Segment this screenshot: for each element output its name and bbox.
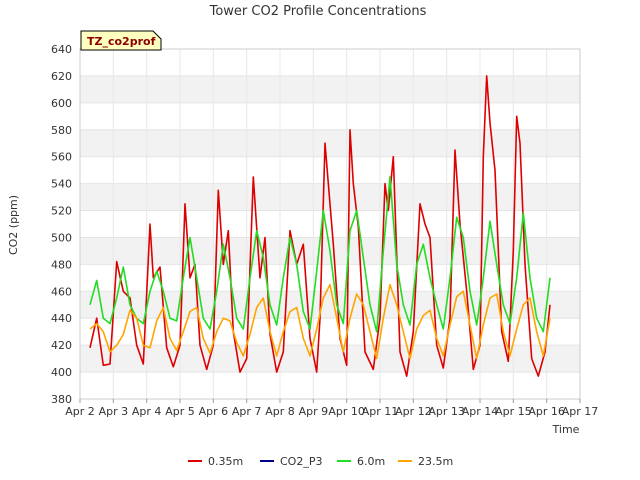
series-line-0.35m bbox=[89, 75, 551, 377]
x-tick-label: Apr 7 bbox=[232, 405, 262, 418]
x-tick-label: Apr 15 bbox=[495, 405, 532, 418]
y-tick-label: 480 bbox=[51, 258, 72, 271]
x-tick-label: Apr 11 bbox=[362, 405, 399, 418]
y-tick-label: 500 bbox=[51, 231, 72, 244]
y-tick-label: 600 bbox=[51, 97, 72, 110]
legend-label: 0.35m bbox=[208, 455, 243, 468]
y-tick-label: 440 bbox=[51, 312, 72, 325]
y-tick-label: 520 bbox=[51, 205, 72, 218]
chart-title: Tower CO2 Profile Concentrations bbox=[209, 4, 427, 19]
x-tick-label: Apr 9 bbox=[299, 405, 329, 418]
x-tick-label: Apr 3 bbox=[99, 405, 129, 418]
badge-label: TZ_co2prof bbox=[87, 35, 156, 48]
grid-band bbox=[80, 345, 580, 373]
y-tick-label: 640 bbox=[51, 43, 72, 56]
x-tick-label: Apr 8 bbox=[265, 405, 295, 418]
legend-item-CO2_P3: CO2_P3 bbox=[260, 455, 322, 468]
x-tick-label: Apr 10 bbox=[328, 405, 365, 418]
x-tick-label: Apr 4 bbox=[132, 405, 162, 418]
x-tick-label: Apr 16 bbox=[528, 405, 565, 418]
axes-layer: 380 400 420 440 460 480 500 520 540 560 580 600 620 6… bbox=[51, 43, 598, 418]
legend-label: CO2_P3 bbox=[280, 455, 322, 468]
x-axis-label: Time bbox=[552, 423, 580, 436]
legend-item-6.0m: 6.0m bbox=[337, 455, 385, 468]
x-tick-label: Apr 2 bbox=[65, 405, 95, 418]
series-line-23.5m bbox=[89, 283, 551, 360]
x-tick-label: Apr 13 bbox=[428, 405, 465, 418]
y-tick-label: 460 bbox=[51, 285, 72, 298]
series-line-6.0m bbox=[89, 176, 551, 333]
legend-item-23.5m: 23.5m bbox=[398, 455, 453, 468]
badge-box bbox=[80, 30, 162, 51]
y-tick-label: 420 bbox=[51, 339, 72, 352]
series-layer bbox=[89, 75, 551, 377]
y-tick-label: 580 bbox=[51, 124, 72, 137]
y-axis-label: CO2 (ppm) bbox=[7, 195, 20, 255]
legend-label: 23.5m bbox=[418, 455, 453, 468]
x-tick-label: Apr 14 bbox=[462, 405, 499, 418]
x-tick-label: Apr 5 bbox=[165, 405, 195, 418]
y-tick-label: 620 bbox=[51, 70, 72, 83]
x-tick-label: Apr 6 bbox=[199, 405, 229, 418]
y-tick-label: 380 bbox=[51, 393, 72, 406]
y-tick-label: 560 bbox=[51, 151, 72, 164]
legend-label: 6.0m bbox=[357, 455, 385, 468]
site-badge: TZ_co2prof bbox=[80, 30, 162, 51]
x-tick-label: Apr 17 bbox=[562, 405, 599, 418]
legend: 0.35m CO2_P3 6.0m 23.5m bbox=[188, 455, 453, 468]
grid-band bbox=[80, 291, 580, 319]
y-tick-label: 400 bbox=[51, 366, 72, 379]
plot-frame bbox=[79, 48, 581, 400]
x-tick-label: Apr 12 bbox=[395, 405, 432, 418]
grid-band bbox=[80, 75, 580, 103]
grid-band bbox=[80, 129, 580, 157]
legend-item-0.35m: 0.35m bbox=[188, 455, 243, 468]
y-tick-label: 540 bbox=[51, 178, 72, 191]
